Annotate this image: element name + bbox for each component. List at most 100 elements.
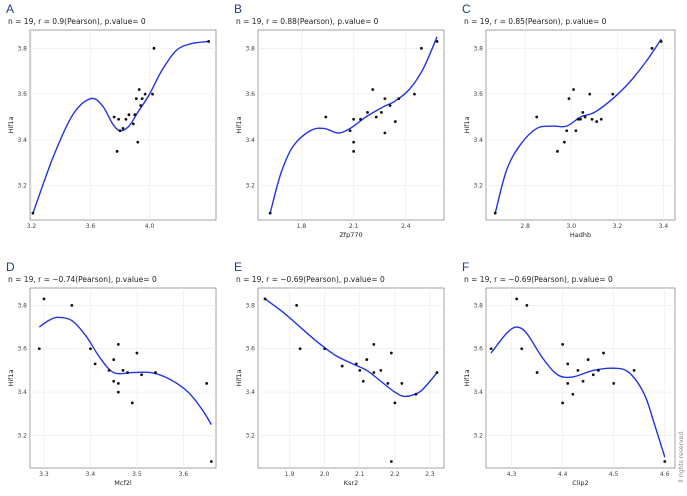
panel-letter: F: [462, 260, 470, 274]
data-point: [365, 358, 369, 361]
data-point: [389, 460, 393, 463]
data-point: [612, 382, 616, 385]
fit-curve: [490, 326, 666, 458]
fit-curve: [269, 36, 438, 214]
data-point: [70, 303, 74, 307]
plot-area: [485, 287, 676, 469]
data-point: [136, 140, 140, 144]
data-point: [599, 117, 603, 121]
y-tick-label: 3.6: [17, 91, 27, 98]
x-tick-label: 3.4: [86, 471, 96, 478]
data-point: [37, 347, 41, 351]
data-point: [572, 88, 575, 91]
x-axis-label: Hadhb: [570, 231, 591, 239]
panel-letter: C: [462, 2, 471, 16]
data-point: [139, 104, 143, 107]
data-point: [383, 131, 387, 135]
y-tick-label: 3.8: [17, 302, 27, 309]
fit-curve: [494, 38, 662, 214]
data-point: [352, 117, 356, 121]
fit-curve: [38, 316, 212, 425]
data-point: [348, 129, 352, 133]
data-point: [566, 382, 570, 385]
x-tick-label: 4.3: [507, 471, 517, 478]
y-tick-label: 3.8: [245, 302, 255, 309]
data-point: [126, 371, 130, 374]
y-tick-label: 3.4: [17, 389, 27, 396]
x-tick-label: 3.2: [27, 223, 37, 230]
data-point: [295, 303, 299, 307]
data-point: [134, 97, 138, 101]
x-tick-label: 2.2: [390, 471, 400, 478]
y-tick-label: 3.8: [473, 45, 483, 52]
data-point: [632, 369, 636, 372]
data-point: [93, 362, 97, 366]
data-point: [323, 347, 327, 351]
plot-area: [29, 29, 217, 221]
data-point: [659, 40, 663, 43]
data-point: [143, 92, 147, 96]
data-point: [374, 115, 378, 119]
data-point: [435, 371, 439, 374]
y-tick-label: 3.6: [245, 346, 255, 353]
scatter-plot: 1.8 2.1 2.4 3.2 3.4 3.6 3.8 Zfp770 Hif1a: [235, 29, 445, 239]
x-tick-label: 4.0: [145, 223, 155, 230]
data-point: [352, 149, 356, 153]
x-tick-label: 3.3: [39, 471, 49, 478]
data-point: [340, 364, 344, 368]
data-point: [388, 104, 392, 107]
data-point: [574, 129, 578, 133]
data-point: [389, 351, 393, 355]
data-point: [263, 297, 267, 301]
data-point: [556, 149, 559, 153]
chart-title: n = 19, r = −0.69(Pearson), p.value= 0: [236, 275, 385, 284]
data-point: [324, 115, 328, 119]
data-point: [581, 379, 585, 383]
y-axis-label: Hif1a: [235, 369, 243, 386]
chart-title: n = 19, r = −0.74(Pearson), p.value= 0: [8, 275, 157, 284]
data-point: [576, 369, 580, 372]
data-point: [268, 211, 272, 215]
chart-title: n = 19, r = −0.69(Pearson), p.value= 0: [464, 275, 613, 284]
data-point: [414, 392, 418, 396]
data-point: [535, 371, 539, 374]
y-tick-label: 3.6: [245, 91, 255, 98]
rights-text: ll rights reserved.: [678, 430, 685, 483]
data-point: [420, 46, 423, 50]
data-point: [525, 303, 529, 307]
scatter-plot: 2.8 3.0 3.2 3.4 3.2 3.4 3.6 3.8 Hadhb Hif1a: [463, 29, 676, 239]
data-point: [576, 117, 580, 121]
data-point: [397, 97, 401, 101]
data-point: [117, 117, 120, 121]
data-point: [359, 117, 362, 121]
y-axis-label: Hif1a: [463, 116, 471, 133]
data-point: [520, 347, 524, 351]
data-point: [565, 129, 569, 133]
y-tick-label: 3.2: [245, 432, 255, 439]
data-point: [571, 392, 575, 396]
chart-title: n = 19, r = 0.85(Pearson), p.value= 0: [464, 17, 607, 26]
y-tick-label: 3.2: [473, 183, 483, 190]
x-tick-label: 2.3: [425, 471, 435, 478]
data-point: [435, 40, 439, 43]
data-point: [561, 342, 565, 346]
x-tick-label: 3.6: [179, 471, 189, 478]
data-point: [107, 369, 111, 372]
data-point: [42, 297, 46, 301]
x-tick-label: 2.0: [320, 471, 330, 478]
y-tick-label: 3.2: [245, 183, 255, 190]
data-point: [140, 97, 144, 101]
data-point: [130, 401, 134, 405]
y-axis-label: Hif1a: [235, 116, 243, 133]
y-axis-label: Hif1a: [463, 369, 471, 386]
data-point: [596, 369, 600, 372]
scatter-plot: 3.3 3.4 3.5 3.6 3.2 3.4 3.6 3.8 Mcf2l Hif1a: [7, 287, 217, 487]
y-tick-label: 3.2: [473, 432, 483, 439]
plot-area: [257, 29, 445, 221]
data-point: [116, 390, 120, 394]
